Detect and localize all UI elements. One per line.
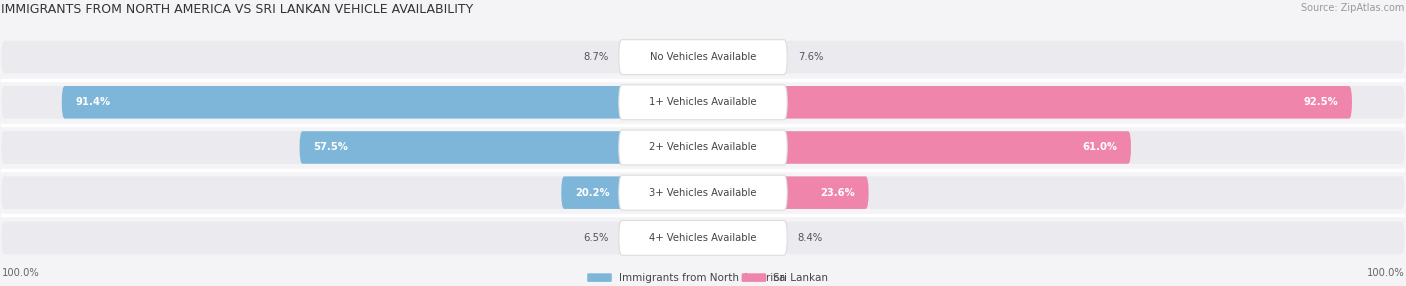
Text: 1+ Vehicles Available: 1+ Vehicles Available	[650, 97, 756, 107]
FancyBboxPatch shape	[703, 41, 756, 74]
FancyBboxPatch shape	[561, 176, 703, 209]
Text: 6.5%: 6.5%	[583, 233, 609, 243]
Text: 20.2%: 20.2%	[575, 188, 610, 198]
Text: 3+ Vehicles Available: 3+ Vehicles Available	[650, 188, 756, 198]
FancyBboxPatch shape	[619, 40, 787, 75]
FancyBboxPatch shape	[1, 41, 1405, 74]
Text: 2+ Vehicles Available: 2+ Vehicles Available	[650, 142, 756, 152]
FancyBboxPatch shape	[703, 222, 762, 254]
FancyBboxPatch shape	[588, 273, 612, 282]
FancyBboxPatch shape	[1, 176, 1405, 209]
FancyBboxPatch shape	[619, 130, 787, 165]
FancyBboxPatch shape	[703, 131, 1130, 164]
Text: 57.5%: 57.5%	[314, 142, 349, 152]
FancyBboxPatch shape	[299, 131, 703, 164]
FancyBboxPatch shape	[703, 176, 869, 209]
Text: 100.0%: 100.0%	[1, 268, 39, 278]
FancyBboxPatch shape	[703, 86, 1353, 119]
FancyBboxPatch shape	[619, 175, 787, 210]
Text: 7.6%: 7.6%	[797, 52, 823, 62]
Text: 61.0%: 61.0%	[1083, 142, 1116, 152]
FancyBboxPatch shape	[619, 221, 787, 255]
FancyBboxPatch shape	[643, 41, 703, 74]
FancyBboxPatch shape	[658, 222, 703, 254]
Text: 8.7%: 8.7%	[583, 52, 609, 62]
Text: 92.5%: 92.5%	[1303, 97, 1339, 107]
FancyBboxPatch shape	[62, 86, 703, 119]
FancyBboxPatch shape	[619, 85, 787, 120]
Text: 91.4%: 91.4%	[76, 97, 111, 107]
Text: Sri Lankan: Sri Lankan	[773, 273, 828, 283]
FancyBboxPatch shape	[1, 222, 1405, 254]
FancyBboxPatch shape	[1, 86, 1405, 119]
FancyBboxPatch shape	[1, 131, 1405, 164]
Text: 8.4%: 8.4%	[797, 233, 823, 243]
Text: Source: ZipAtlas.com: Source: ZipAtlas.com	[1301, 3, 1405, 13]
Text: 4+ Vehicles Available: 4+ Vehicles Available	[650, 233, 756, 243]
Text: 100.0%: 100.0%	[1367, 268, 1405, 278]
Text: 23.6%: 23.6%	[820, 188, 855, 198]
Text: IMMIGRANTS FROM NORTH AMERICA VS SRI LANKAN VEHICLE AVAILABILITY: IMMIGRANTS FROM NORTH AMERICA VS SRI LAN…	[1, 3, 474, 15]
FancyBboxPatch shape	[741, 273, 766, 282]
Text: Immigrants from North America: Immigrants from North America	[619, 273, 785, 283]
Text: No Vehicles Available: No Vehicles Available	[650, 52, 756, 62]
